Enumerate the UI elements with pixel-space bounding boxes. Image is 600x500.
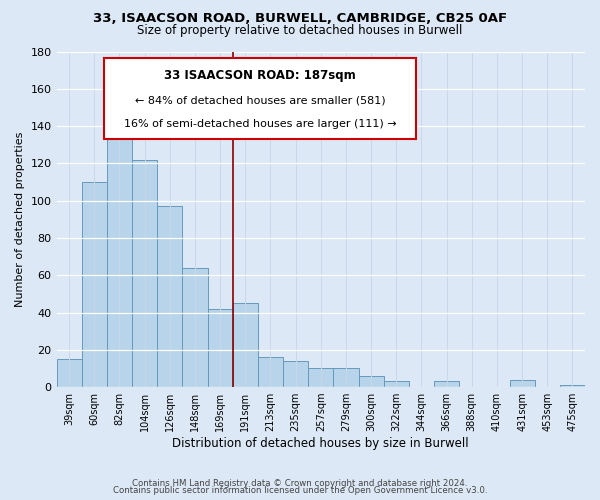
Y-axis label: Number of detached properties: Number of detached properties — [15, 132, 25, 307]
Bar — [107, 126, 132, 387]
Text: 33 ISAACSON ROAD: 187sqm: 33 ISAACSON ROAD: 187sqm — [164, 70, 356, 82]
Text: 16% of semi-detached houses are larger (111) →: 16% of semi-detached houses are larger (… — [124, 120, 397, 130]
Bar — [434, 382, 459, 387]
Bar — [359, 376, 383, 387]
Bar — [258, 358, 283, 387]
Bar — [308, 368, 334, 387]
Bar — [283, 361, 308, 387]
Bar — [56, 359, 82, 387]
Bar — [560, 385, 585, 387]
Bar — [233, 303, 258, 387]
Text: 33, ISAACSON ROAD, BURWELL, CAMBRIDGE, CB25 0AF: 33, ISAACSON ROAD, BURWELL, CAMBRIDGE, C… — [93, 12, 507, 26]
Bar — [82, 182, 107, 387]
FancyBboxPatch shape — [104, 58, 416, 139]
Bar — [132, 160, 157, 387]
X-axis label: Distribution of detached houses by size in Burwell: Distribution of detached houses by size … — [172, 437, 469, 450]
Text: ← 84% of detached houses are smaller (581): ← 84% of detached houses are smaller (58… — [134, 95, 385, 105]
Text: Size of property relative to detached houses in Burwell: Size of property relative to detached ho… — [137, 24, 463, 37]
Bar — [157, 206, 182, 387]
Bar — [509, 380, 535, 387]
Bar — [383, 382, 409, 387]
Text: Contains HM Land Registry data © Crown copyright and database right 2024.: Contains HM Land Registry data © Crown c… — [132, 478, 468, 488]
Bar — [208, 309, 233, 387]
Text: Contains public sector information licensed under the Open Government Licence v3: Contains public sector information licen… — [113, 486, 487, 495]
Bar — [334, 368, 359, 387]
Bar — [182, 268, 208, 387]
